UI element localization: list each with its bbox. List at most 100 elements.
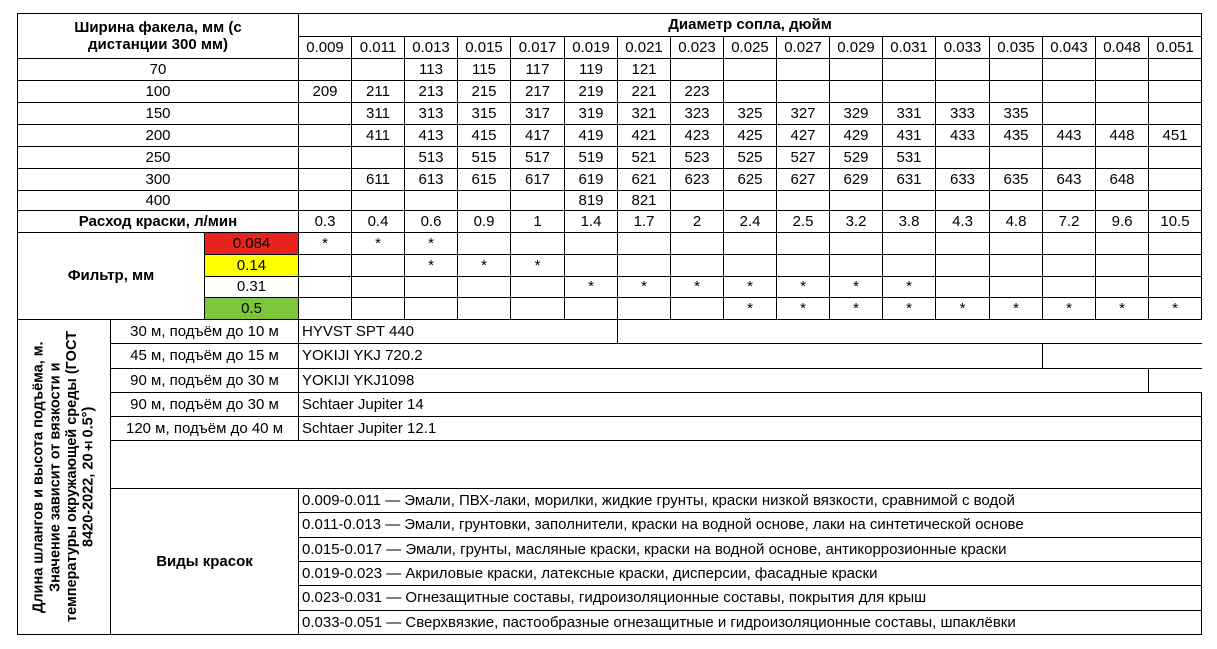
value-cell: 219 xyxy=(564,80,618,103)
filter-mark xyxy=(617,254,671,277)
value-cell xyxy=(723,190,777,211)
flow-value: 2.4 xyxy=(723,210,777,233)
value-cell: 631 xyxy=(882,168,936,191)
blank-cell xyxy=(1042,343,1202,369)
value-cell: 323 xyxy=(670,102,724,125)
value-cell xyxy=(351,190,405,211)
value-cell xyxy=(1148,190,1202,211)
value-cell: 448 xyxy=(1095,124,1149,147)
value-cell: 313 xyxy=(404,102,458,125)
filter-mark xyxy=(935,276,990,298)
filter-mark xyxy=(564,254,618,277)
diameter: 0.011 xyxy=(351,36,405,59)
value-cell: 425 xyxy=(723,124,777,147)
filter-mark: * xyxy=(404,254,458,277)
paint-row: 0.033-0.051 — Сверхвязкие, пастообразные… xyxy=(298,610,1202,635)
paint-row: 0.019-0.023 — Акриловые краски, латексны… xyxy=(298,561,1202,586)
filter-mark xyxy=(1042,254,1096,277)
paint-row: 0.015-0.017 — Эмали, грунты, масляные кр… xyxy=(298,537,1202,562)
flow-value: 1.4 xyxy=(564,210,618,233)
filter-mark: * xyxy=(1148,297,1202,320)
width-label: 200 xyxy=(17,124,299,147)
value-cell: 435 xyxy=(989,124,1043,147)
filter-mark: * xyxy=(298,232,352,255)
diameter-header: Диаметр сопла, дюйм xyxy=(298,13,1202,37)
value-cell xyxy=(351,58,405,81)
filter-size: 0.14 xyxy=(204,254,299,277)
value-cell: 213 xyxy=(404,80,458,103)
value-cell: 217 xyxy=(510,80,565,103)
value-cell xyxy=(989,80,1043,103)
value-cell: 619 xyxy=(564,168,618,191)
hose-label: 90 м, подъём до 30 м xyxy=(110,368,299,393)
value-cell: 115 xyxy=(457,58,511,81)
value-cell: 451 xyxy=(1148,124,1202,147)
value-cell xyxy=(776,80,830,103)
value-cell xyxy=(723,58,777,81)
value-cell xyxy=(1095,102,1149,125)
value-cell: 617 xyxy=(510,168,565,191)
value-cell: 419 xyxy=(564,124,618,147)
filter-mark xyxy=(776,254,830,277)
value-cell: 117 xyxy=(510,58,565,81)
value-cell: 321 xyxy=(617,102,671,125)
value-cell xyxy=(935,58,990,81)
diameter: 0.051 xyxy=(1148,36,1202,59)
value-cell: 431 xyxy=(882,124,936,147)
value-cell: 613 xyxy=(404,168,458,191)
filter-label: Фильтр, мм xyxy=(17,232,205,320)
value-cell: 311 xyxy=(351,102,405,125)
value-cell: 529 xyxy=(829,146,883,169)
filter-mark xyxy=(670,297,724,320)
value-cell: 611 xyxy=(351,168,405,191)
filter-mark xyxy=(882,254,936,277)
value-cell xyxy=(1148,102,1202,125)
value-cell: 315 xyxy=(457,102,511,125)
diameter: 0.027 xyxy=(776,36,830,59)
value-cell: 215 xyxy=(457,80,511,103)
value-cell xyxy=(1042,146,1096,169)
filter-mark: * xyxy=(510,254,565,277)
diameter: 0.019 xyxy=(564,36,618,59)
filter-mark xyxy=(1148,276,1202,298)
value-cell xyxy=(989,146,1043,169)
value-cell xyxy=(1095,190,1149,211)
filter-mark xyxy=(564,297,618,320)
filter-mark: * xyxy=(935,297,990,320)
filter-mark: * xyxy=(882,297,936,320)
value-cell xyxy=(298,190,352,211)
filter-mark xyxy=(989,232,1043,255)
flow-value: 9.6 xyxy=(1095,210,1149,233)
value-cell: 413 xyxy=(404,124,458,147)
hose-product: YOKIJI YKJ 720.2 xyxy=(298,343,1043,369)
value-cell xyxy=(1042,80,1096,103)
diameter: 0.013 xyxy=(404,36,458,59)
filter-mark xyxy=(989,254,1043,277)
filter-mark xyxy=(617,297,671,320)
filter-mark xyxy=(670,254,724,277)
width-label: 150 xyxy=(17,102,299,125)
value-cell: 517 xyxy=(510,146,565,169)
filter-mark xyxy=(1095,232,1149,255)
filter-mark xyxy=(1095,276,1149,298)
filter-size: 0.31 xyxy=(204,276,299,298)
filter-mark: * xyxy=(351,232,405,255)
paint-row: 0.009-0.011 — Эмали, ПВХ-лаки, морилки, … xyxy=(298,488,1202,513)
value-cell xyxy=(935,80,990,103)
value-cell: 113 xyxy=(404,58,458,81)
filter-mark xyxy=(829,232,883,255)
filter-mark xyxy=(510,276,565,298)
value-cell xyxy=(829,80,883,103)
value-cell xyxy=(882,58,936,81)
filter-mark: * xyxy=(1095,297,1149,320)
value-cell: 527 xyxy=(776,146,830,169)
filter-mark xyxy=(457,232,511,255)
value-cell: 625 xyxy=(723,168,777,191)
value-cell xyxy=(670,58,724,81)
filter-mark: * xyxy=(564,276,618,298)
filter-mark: * xyxy=(882,276,936,298)
filter-mark xyxy=(404,276,458,298)
filter-mark xyxy=(298,254,352,277)
value-cell xyxy=(882,80,936,103)
